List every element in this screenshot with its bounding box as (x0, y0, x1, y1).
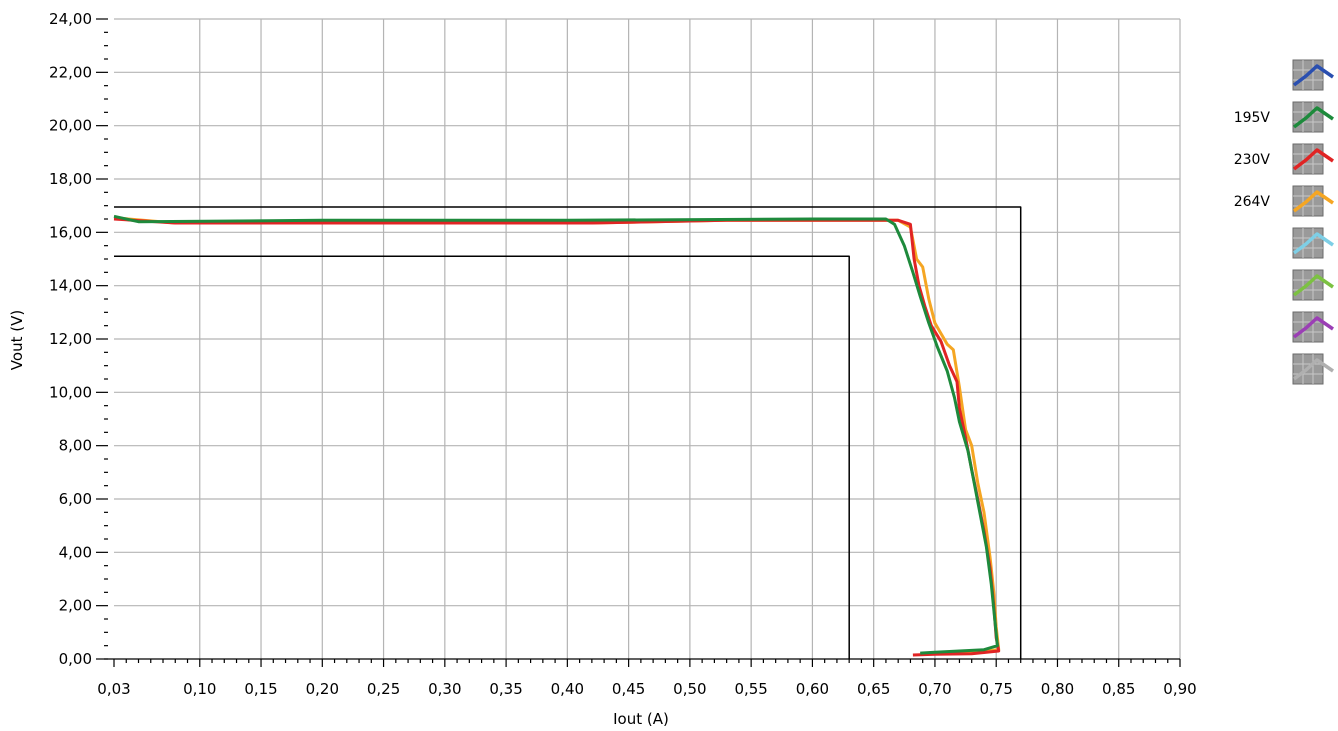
y-tick-label: 20,00 (49, 117, 92, 135)
y-tick-label: 18,00 (49, 170, 92, 188)
plot-line-icon (1292, 143, 1334, 175)
series-line (113, 216, 1001, 656)
legend-label: 230V (1234, 152, 1271, 168)
series-line (113, 214, 999, 655)
x-tick-label: 0,80 (1041, 680, 1074, 698)
legend-item[interactable] (1292, 353, 1334, 385)
legend-item[interactable]: 264V (1234, 185, 1334, 217)
y-tick-label: 12,00 (49, 330, 92, 348)
legend-item[interactable] (1292, 311, 1334, 343)
y-tick-label: 4,00 (59, 543, 92, 561)
plot-line-icon (1292, 311, 1334, 343)
x-tick-label: 0,90 (1163, 680, 1196, 698)
plot-line-icon (1292, 59, 1334, 91)
legend-item[interactable]: 230V (1234, 143, 1334, 175)
x-tick-label: 0,10 (183, 680, 216, 698)
y-tick-label: 2,00 (59, 597, 92, 615)
limit-line (114, 255, 850, 659)
x-tick-label: 0,20 (306, 680, 339, 698)
x-tick-label: 0,45 (612, 680, 645, 698)
x-axis-title: Iout (A) (613, 710, 669, 728)
y-tick-label: 16,00 (49, 223, 92, 241)
x-tick-label: 0,15 (244, 680, 277, 698)
y-tick-label: 8,00 (59, 437, 92, 455)
legend-item[interactable] (1292, 227, 1334, 259)
x-tick-label: 0,40 (551, 680, 584, 698)
plot-line-icon (1292, 227, 1334, 259)
x-tick-label: 0,50 (673, 680, 706, 698)
x-tick-label: 0,55 (734, 680, 767, 698)
series-line (113, 217, 1001, 657)
x-tick-label: 0,60 (796, 680, 829, 698)
plot-line-icon (1292, 353, 1334, 385)
series-lines (113, 206, 1022, 659)
y-axis-ticks: 0,00 2,00 4,00 6,00 8,00 10,00 12,00 14,00 16,00… (49, 10, 108, 668)
x-tick-label: 0,03 (97, 680, 130, 698)
legend: 195V 230V 264V (1234, 59, 1334, 385)
legend-label: 195V (1234, 110, 1271, 126)
x-tick-label: 0,70 (918, 680, 951, 698)
y-tick-label: 6,00 (59, 490, 92, 508)
limit-line (114, 206, 1022, 659)
x-tick-label: 0,35 (489, 680, 522, 698)
x-tick-label: 0,85 (1102, 680, 1135, 698)
plot-line-icon (1292, 269, 1334, 301)
x-axis-ticks: 0,03 0,10 0,15 0,20 0,25 0,30 0,35 0,40 0,45 0,50… (97, 659, 1197, 698)
y-tick-label: 24,00 (49, 10, 92, 28)
y-tick-label: 14,00 (49, 277, 92, 295)
legend-item[interactable]: 195V (1234, 101, 1334, 133)
legend-item[interactable] (1292, 59, 1334, 91)
x-tick-label: 0,25 (367, 680, 400, 698)
axes (104, 658, 1180, 660)
y-axis-title: Vout (V) (8, 310, 26, 370)
x-tick-label: 0,30 (428, 680, 461, 698)
legend-label: 264V (1234, 194, 1271, 210)
legend-item[interactable] (1292, 269, 1334, 301)
plot-line-icon (1292, 185, 1334, 217)
x-tick-label: 0,65 (857, 680, 890, 698)
y-tick-label: 10,00 (49, 383, 92, 401)
y-tick-label: 0,00 (59, 650, 92, 668)
plot-line-icon (1292, 101, 1334, 133)
y-tick-label: 22,00 (49, 63, 92, 81)
x-tick-label: 0,75 (980, 680, 1013, 698)
